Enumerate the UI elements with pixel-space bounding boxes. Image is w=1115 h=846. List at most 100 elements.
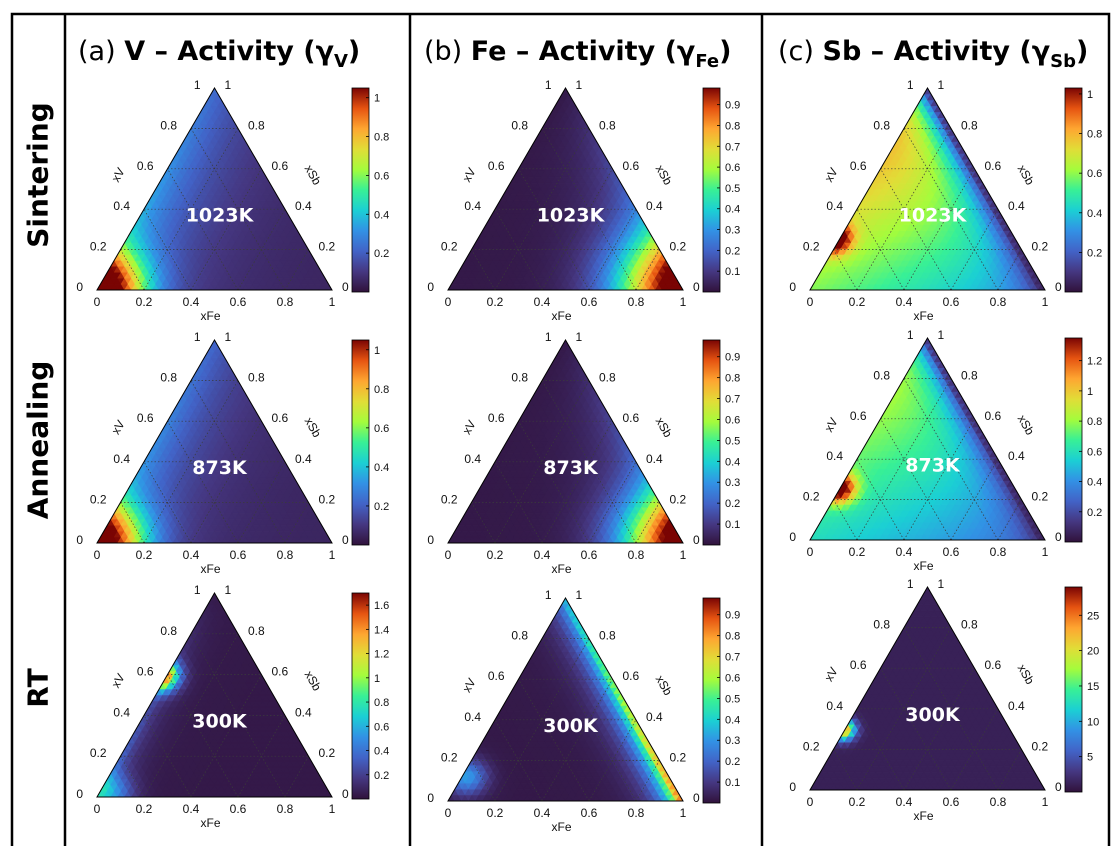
tick-label-left: 0.2 (90, 746, 107, 760)
tick-label-left: 0.6 (488, 411, 505, 425)
tick-label-left: 1 (194, 583, 201, 597)
colorbar-tick-label: 0.9 (725, 610, 740, 622)
tick-label-bottom: 0 (807, 545, 814, 559)
tick-label-bottom: 0.6 (581, 548, 598, 562)
heatmap-field (810, 587, 1045, 790)
ternary-plot-b-rt: 0 0.2 0.4 0.6 0.8 110.80.60.40.2010.80.60.40.… (427, 588, 740, 834)
tick-label-bottom: 0.8 (277, 802, 294, 816)
tick-label-bottom: 0.8 (990, 545, 1007, 559)
tick-label-bottom: 0.6 (943, 795, 960, 809)
colorbar-tick-label: 0.2 (725, 498, 740, 510)
colorbar-tick-label: 1 (1087, 386, 1093, 398)
column-title-text: Sb – Activity (γ (823, 36, 1051, 67)
tick-label-bottom: 0 (445, 806, 452, 820)
colorbar-tick-label: 0.6 (374, 423, 389, 435)
tick-label-left: 1 (194, 78, 201, 92)
colorbar-tick-label: 0.6 (725, 672, 740, 684)
colorbar-tick-label: 0.7 (725, 141, 740, 153)
colorbar-tick-label: 0.8 (1087, 416, 1102, 428)
tick-label-right: 0.2 (670, 240, 687, 254)
colorbar-tick-label: 1 (374, 93, 380, 105)
axis-label-bottom: xFe (551, 309, 571, 323)
ternary-grid (833, 378, 1022, 541)
colorbar-tick-label: 0.2 (1087, 247, 1102, 259)
tick-label-left: 0 (76, 787, 83, 801)
colorbar-tick-label: 0.2 (725, 245, 740, 257)
colorbar-tick-label: 5 (1087, 752, 1093, 764)
tick-label-bottom: 0.6 (943, 295, 960, 309)
colorbar-tick-label: 1 (374, 673, 380, 685)
colorbar-tick-label: 0.6 (725, 162, 740, 174)
colorbar-tick-label: 0.6 (725, 414, 740, 426)
tick-label-right: 0.8 (961, 368, 978, 382)
plot-grid: 0 0.2 0.4 0.6 0.8 110.80.60.40.2010.80.60.40.… (76, 78, 1102, 834)
heatmap-field (97, 593, 332, 797)
axis-label-right: xSb (1015, 412, 1038, 437)
column-title-c: (c) Sb – Activity (γSb) (778, 36, 1088, 72)
tick-label-right: 1 (225, 78, 232, 92)
figure-labels: Sintering Annealing RT (a) V – Activity (γV… (22, 36, 1089, 708)
tick-label-bottom: 0.8 (628, 295, 645, 309)
tick-label-right: 0.4 (1008, 699, 1025, 713)
tick-label-left: 0 (76, 533, 83, 547)
colorbar: 5 10 15 20 25 (1064, 586, 1099, 793)
column-title-close: ) (719, 36, 731, 67)
colorbar-tick-label: 0.3 (725, 477, 740, 489)
axis-label-bottom: xFe (200, 816, 220, 830)
tick-label-bottom: 0.4 (896, 295, 913, 309)
tick-label-right: 0.8 (248, 624, 265, 638)
colorbar: 0.2 0.4 0.6 0.8 1 (351, 87, 389, 293)
tick-label-left: 0.6 (137, 411, 154, 425)
colorbar-gradient (351, 87, 370, 293)
column-title-text: V – Activity (γ (124, 36, 334, 67)
axis-label-right: xSb (302, 162, 325, 187)
axis-label-bottom: xFe (913, 309, 933, 323)
tick-label-right: 0.8 (599, 371, 616, 385)
colorbar-gradient (702, 339, 721, 546)
tick-label-right: 0.6 (272, 411, 289, 425)
ternary-grid (471, 128, 660, 291)
tick-label-bottom: 0 (94, 548, 101, 562)
tick-label-left: 0.8 (160, 118, 177, 132)
colorbar-tick-label: 0.4 (725, 204, 740, 216)
ternary-border (96, 87, 333, 291)
tick-label-bottom: 0.2 (849, 795, 866, 809)
tick-label-left: 0.4 (113, 199, 130, 213)
figure-frame (10, 12, 1111, 846)
colorbar-tick-label: 0.6 (374, 170, 389, 182)
colorbar-tick-label: 0.6 (1087, 168, 1102, 180)
tick-label-bottom: 0.6 (230, 548, 247, 562)
temperature-label: 300K (543, 715, 599, 737)
colorbar-gradient (1064, 586, 1083, 793)
tick-label-left: 0.6 (488, 669, 505, 683)
tick-label-left: 1 (545, 588, 552, 602)
tick-label-left: 0.4 (464, 452, 481, 466)
tick-label-bottom: 0.8 (990, 795, 1007, 809)
colorbar-tick-label: 0.7 (725, 394, 740, 406)
axis-label-bottom: xFe (200, 562, 220, 576)
axis-label-right: xSb (653, 415, 676, 440)
temperature-label: 300K (905, 704, 961, 726)
colorbar-tick-label: 0.8 (725, 631, 740, 643)
column-title-subscript: V (334, 51, 348, 72)
tick-label-right: 0.4 (1008, 199, 1025, 213)
tick-label-bottom: 0.6 (581, 806, 598, 820)
temperature-label: 873K (543, 457, 599, 479)
heatmap-field (448, 340, 683, 543)
tick-label-left: 0 (427, 280, 434, 294)
tick-label-bottom: 0 (807, 795, 814, 809)
tick-label-bottom: 0.2 (136, 295, 153, 309)
tick-label-bottom: 0.8 (990, 295, 1007, 309)
heatmap-field (448, 88, 683, 290)
column-letter: (b) (424, 36, 471, 67)
temperature-label: 1023K (899, 204, 968, 226)
tick-label-bottom: 0.4 (534, 548, 551, 562)
tick-label-bottom: 1 (1042, 545, 1049, 559)
tick-label-right: 0 (342, 280, 349, 294)
colorbar-tick-label: 1.4 (374, 624, 389, 636)
colorbar-tick-label: 1 (1087, 89, 1093, 101)
column-title-b: (b) Fe – Activity (γFe) (424, 36, 731, 72)
ternary-plot-c-rt: 0 0.2 0.4 0.6 0.8 110.80.60.40.2010.80.60.40.… (789, 577, 1099, 823)
tick-label-left: 0.2 (803, 240, 820, 254)
tick-label-right: 1 (576, 78, 583, 92)
